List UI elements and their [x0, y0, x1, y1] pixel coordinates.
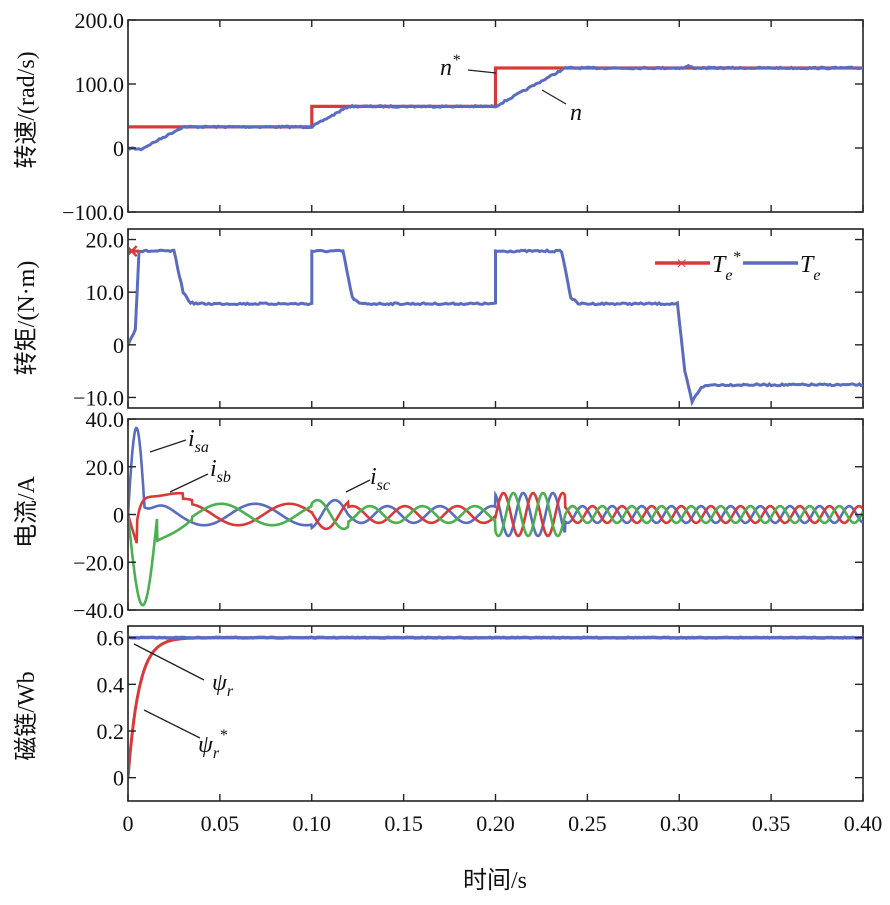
- legend-te-label: Te: [800, 252, 820, 284]
- torque-series-group: [129, 245, 863, 407]
- annotation-n-ref: n*: [440, 52, 460, 81]
- leader-n: [541, 89, 567, 105]
- xtick-label: 0.35: [752, 811, 791, 836]
- current-ytick-label: 20.0: [86, 455, 125, 480]
- xtick-label: 0.10: [293, 811, 332, 836]
- speed-series-n-ref: [129, 66, 863, 129]
- torque-ylabel: 转矩/(N·m): [13, 261, 40, 376]
- flux-ylabel: 磁链/Wb: [13, 671, 40, 760]
- flux-series-psi-r-ref: [129, 636, 863, 778]
- flux-ytick-label: 0.2: [97, 719, 125, 744]
- xtick-label: 0.40: [844, 811, 883, 836]
- current-ytick-label: 0: [113, 503, 124, 528]
- current-ytick-label: −20.0: [73, 550, 124, 575]
- torque-legend: × Te* Te: [655, 249, 820, 284]
- current-series-group: [129, 426, 863, 607]
- annotation-psi-r-ref: ψr*: [198, 727, 227, 762]
- xtick-label: 0: [123, 811, 134, 836]
- annotation-isc: isc: [370, 464, 390, 494]
- leader-isa: [149, 439, 187, 453]
- speed-ylabel: 转速/(rad/s): [13, 51, 40, 168]
- flux-ytick-label: 0.6: [97, 626, 125, 651]
- leader-psi-r-ref: [143, 709, 201, 739]
- speed-series-group: [129, 63, 863, 152]
- current-ytick-label: −40.0: [73, 598, 124, 623]
- torque-ytick-label: 10.0: [86, 280, 125, 305]
- annotation-isb: isb: [210, 456, 231, 486]
- legend-te-ref-marker: ×: [676, 253, 687, 275]
- axis-ticks-group: −100.0 0 100.0 200.0 −10.0 0 10.0 20.0 −40.0 −20.…: [62, 8, 882, 836]
- speed-panel-frame: [127, 19, 864, 213]
- speed-ytick-label: 100.0: [75, 72, 125, 97]
- current-series-isc: [129, 491, 863, 607]
- current-series-isb: [129, 491, 863, 544]
- speed-series-n: [129, 63, 863, 152]
- torque-series-te: [129, 248, 863, 407]
- speed-ytick-label: 0: [113, 136, 124, 161]
- xtick-label: 0.15: [384, 811, 423, 836]
- torque-ytick-label: 0: [113, 333, 124, 358]
- xtick-label: 0.25: [568, 811, 607, 836]
- leader-psi-r: [133, 643, 205, 681]
- torque-ytick-label: 20.0: [86, 228, 125, 253]
- xtick-label: 0.05: [201, 811, 240, 836]
- current-ylabel: 电流/A: [13, 475, 40, 548]
- torque-ytick-label: −10.0: [73, 385, 124, 410]
- flux-series-group: [129, 635, 863, 778]
- current-ytick-label: 40.0: [86, 407, 125, 432]
- annotation-isa: isa: [188, 426, 209, 456]
- current-annotations: isa isb isc: [149, 426, 390, 494]
- annotation-n: n: [570, 100, 582, 126]
- legend-te-ref-label: Te*: [712, 249, 740, 284]
- speed-annotations: n* n: [440, 52, 582, 126]
- flux-series-psi-r: [129, 635, 863, 640]
- xtick-label: 0.20: [476, 811, 515, 836]
- leader-n-ref: [467, 69, 497, 74]
- flux-ytick-label: 0: [113, 766, 124, 791]
- torque-te-ref-marker: [129, 245, 138, 257]
- speed-ytick-label: −100.0: [62, 200, 124, 225]
- xtick-label: 0.30: [660, 811, 699, 836]
- speed-ytick-label: 200.0: [75, 8, 125, 33]
- flux-panel-frame: [127, 625, 864, 802]
- x-axis-label: 时间/s: [463, 867, 527, 894]
- leader-isc: [345, 479, 371, 493]
- leader-isb: [169, 473, 209, 493]
- flux-ytick-label: 0.4: [97, 672, 125, 697]
- annotation-psi-r: ψr: [212, 670, 234, 700]
